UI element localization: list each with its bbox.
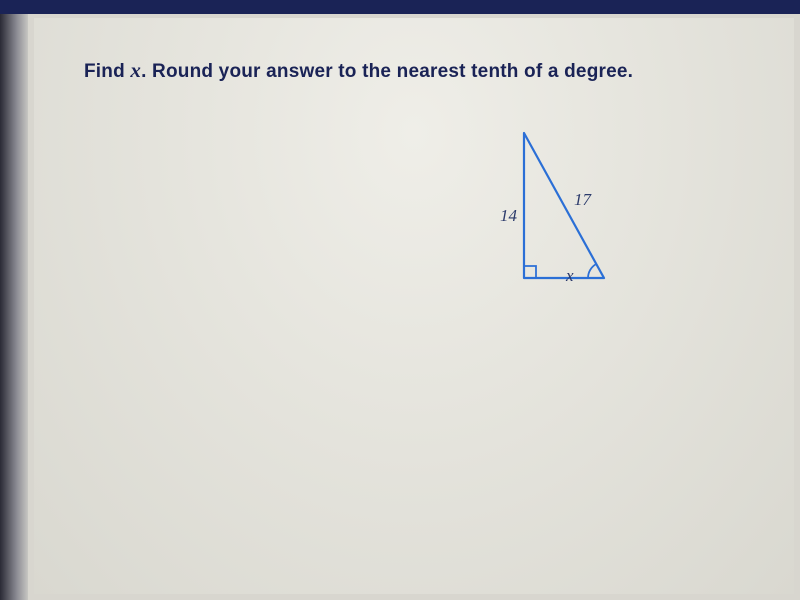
question-text: Find x. Round your answer to the nearest…: [84, 58, 744, 83]
triangle-svg: [464, 128, 664, 308]
label-vertical-side: 14: [500, 206, 517, 226]
window-header-bar: [0, 0, 800, 14]
content-page: Find x. Round your answer to the nearest…: [34, 18, 794, 594]
label-hypotenuse: 17: [574, 190, 591, 210]
left-shadow-strip: [0, 14, 28, 600]
label-angle-x: x: [566, 266, 574, 286]
triangle-figure: 14 17 x: [464, 128, 664, 308]
screenshot-root: Find x. Round your answer to the nearest…: [0, 0, 800, 600]
question-suffix: . Round your answer to the nearest tenth…: [141, 61, 633, 82]
question-variable: x: [130, 58, 141, 82]
question-prefix: Find: [84, 61, 130, 82]
